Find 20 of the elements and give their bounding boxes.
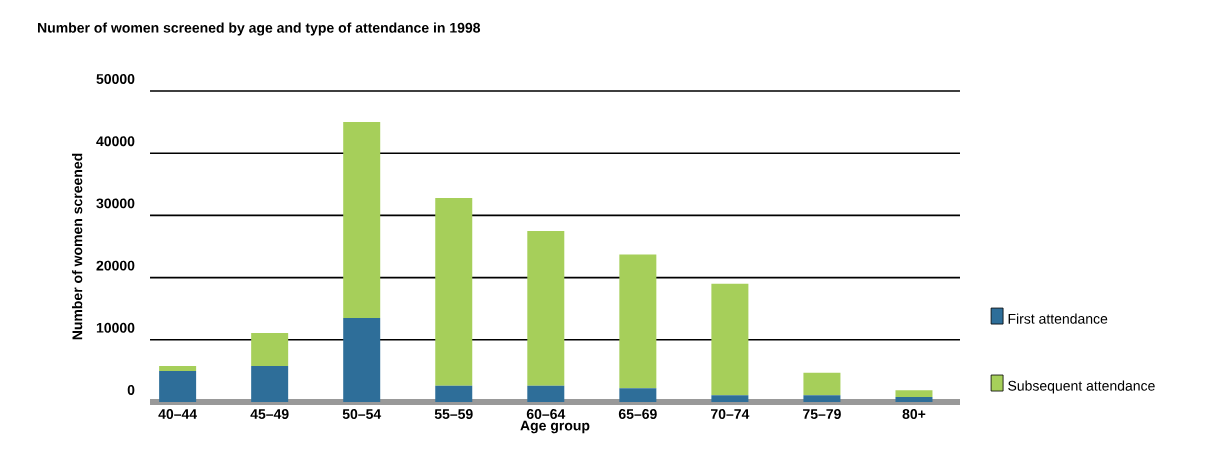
legend-label: Subsequent attendance: [1008, 380, 1155, 394]
y-tick-label: 40000: [96, 136, 135, 147]
x-tick-label: 65–69: [618, 409, 657, 419]
y-tick-label: 50000: [96, 74, 135, 84]
x-axis-title: Age group: [520, 420, 590, 434]
x-tick-label: 80+: [902, 409, 926, 419]
x-tick-label: 70–74: [711, 409, 750, 419]
x-tick-label: 50–54: [342, 409, 382, 419]
chart-title: Number of women screened by age and type of attendance in 1998: [38, 22, 481, 36]
y-tick-label: 20000: [96, 260, 135, 271]
legend-label: First attendance: [1008, 313, 1108, 324]
y-axis-title: Number of women screened: [72, 153, 83, 340]
x-tick-label: 55–59: [434, 409, 473, 419]
y-tick-label: 30000: [96, 198, 135, 209]
x-tick-label: 75–79: [803, 409, 841, 419]
x-tick-label: 45–49: [250, 409, 289, 419]
x-tick-label: 40–44: [158, 409, 198, 419]
y-tick-label: 0: [127, 385, 135, 395]
x-tick-label: 60–64: [526, 409, 566, 419]
y-tick-label: 10000: [96, 322, 135, 333]
